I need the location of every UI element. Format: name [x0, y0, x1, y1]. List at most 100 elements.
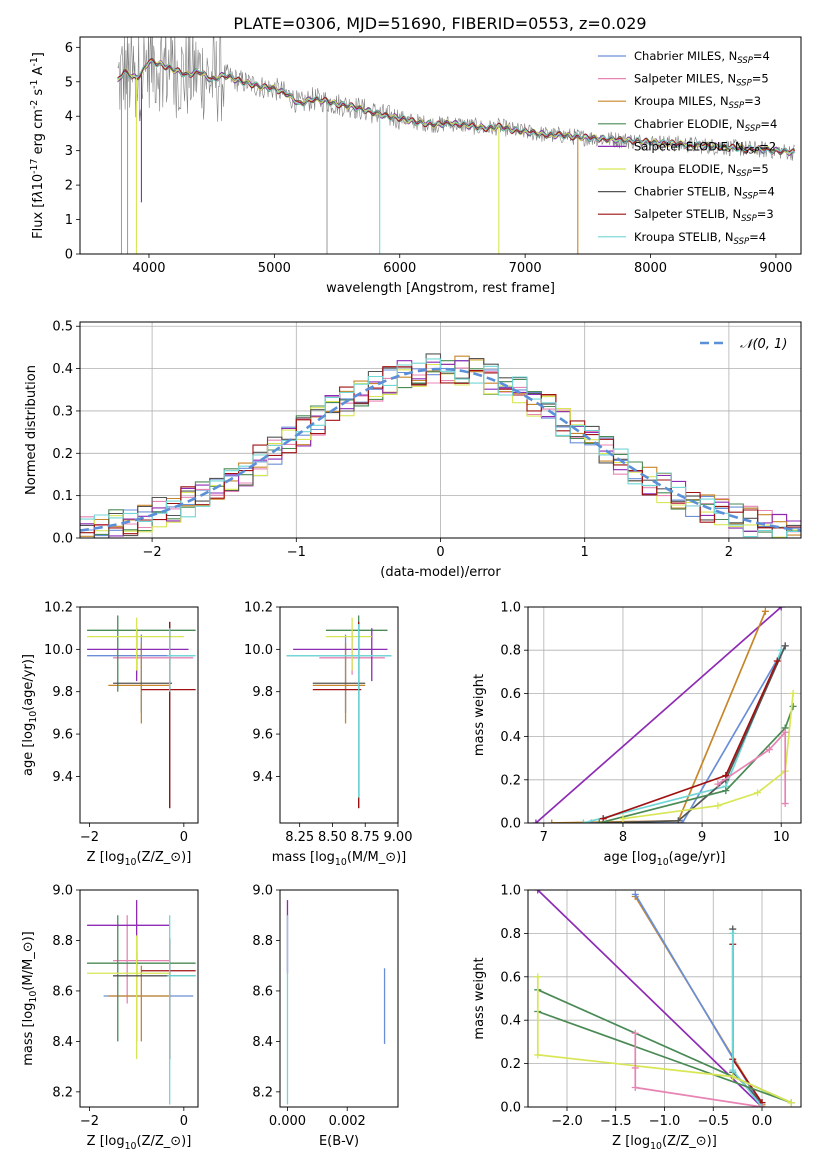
legend-text: =4 [760, 117, 777, 131]
axes-frame [79, 889, 199, 1108]
weight-marker [761, 607, 769, 615]
legend-text: Kroupa MILES, N [634, 94, 729, 108]
x-axis-label: age [log10​(age/yr)] [604, 850, 726, 868]
text-run: _⊙ [378, 850, 396, 865]
y-tick-label: 0.4 [500, 730, 521, 745]
x-tick-label: 7 [540, 830, 548, 845]
plot-area [286, 615, 392, 809]
y-tick-label: 0.3 [52, 404, 73, 419]
legend-text: Chabrier MILES, N [634, 49, 737, 63]
errorbar-point [167, 628, 196, 692]
weight-marker [773, 657, 781, 665]
text-run: Z [log [87, 1134, 125, 1149]
legend-entry: Salpeter ELODIE, NSSP=2 [634, 139, 776, 156]
x-tick-label: −2 [143, 545, 162, 560]
errorbar-point [87, 915, 196, 1042]
weight-marker [781, 800, 789, 808]
panel-mass_weight_vs_age: 7 8 9 10 0.0 0.2 0.4 0.6 0.8 1.0 age [log10​(age/y… [472, 601, 802, 868]
y-tick-label: 1 [65, 213, 73, 228]
model-spectrum [117, 60, 796, 155]
y-tick-label: 8.8 [52, 934, 73, 949]
y-tick-label: 8.6 [252, 984, 273, 999]
y-tick-label: 0.6 [500, 687, 521, 702]
y-tick-label: 0.0 [500, 1101, 521, 1116]
x-tick-label: 5000 [258, 261, 291, 276]
histogram-kroupa-stelib [80, 358, 801, 538]
legend-sub: SSP [734, 237, 750, 247]
text-run: -1 [29, 57, 40, 66]
panel-age_vs_mass: 8.25 8.50 8.75 9.00 9.4 9.6 9.8 10.0 10.2 mass [l… [244, 601, 412, 868]
x-axis-label: E(B-V) [319, 1134, 359, 1149]
y-axis-label: Flux [fλ10-17​ erg cm-2​ s-1​ A-1​] [29, 52, 46, 239]
text-run: s [31, 89, 46, 100]
weight-marker [548, 819, 556, 823]
y-tick-label: 8.6 [52, 984, 73, 999]
x-axis-label: wavelength [Angstrom, rest frame] [326, 281, 555, 296]
legend-entry: Salpeter MILES, NSSP=5 [634, 72, 769, 89]
errorbar-point [113, 915, 170, 1004]
weight-marker [534, 890, 542, 894]
y-tick-label: 8.2 [252, 1085, 273, 1100]
text-run: mass weight [472, 674, 487, 756]
plot-area [117, 37, 796, 254]
weight-marker [534, 1051, 542, 1059]
errorbar-point [113, 628, 194, 675]
legend-text: Salpeter STELIB, N [634, 207, 741, 221]
x-tick-label: 8 [619, 830, 627, 845]
weight-marker [789, 689, 797, 697]
text-run: wavelength [Angstrom, rest frame] [326, 281, 555, 296]
text-run: (Z/Z [137, 1134, 164, 1149]
y-tick-label: 1.0 [500, 601, 521, 616]
weight-marker [631, 1029, 639, 1037]
x-tick-label: 9 [698, 830, 706, 845]
errorbar-point [87, 935, 170, 1060]
y-tick-label: 9.0 [52, 884, 73, 899]
panel-mass_weight_vs_Z: −2.0 −1.5 −1.0 −0.5 0.0 0.0 0.2 0.4 0.6 0.8 1.0 Z [… [472, 884, 802, 1152]
text-run: Flux [f [31, 198, 46, 239]
text-run: age [log [21, 723, 36, 776]
legend-sub: SSP [737, 56, 753, 66]
weight-marker [532, 819, 540, 823]
weight-marker [714, 802, 722, 810]
errorbar-point [87, 615, 196, 692]
x-tick-label: 0.0 [752, 1114, 773, 1129]
x-tick-label: 6000 [383, 261, 416, 276]
errorbar-point [87, 634, 194, 713]
x-tick-label: 9000 [759, 261, 792, 276]
plot-area [286, 900, 386, 1105]
x-tick-label: −1.0 [649, 1114, 681, 1129]
x-tick-label: 8000 [634, 261, 667, 276]
legend-sub: SSP [742, 192, 758, 202]
panel-residuals: −2 −1 0 1 2 0.0 0.1 0.2 0.3 0.4 0.5 (data-model)/er… [24, 320, 802, 580]
weight-line [717, 730, 787, 804]
text-run: mass weight [472, 957, 487, 1039]
panels: 4000 5000 6000 7000 8000 90000123456wavelengt… [21, 36, 802, 1152]
legend-entry: Kroupa MILES, NSSP=3 [634, 94, 761, 111]
legend-text: =3 [744, 94, 761, 108]
y-tick-label: 0 [65, 248, 73, 263]
y-tick-label: 2 [65, 179, 73, 194]
y-tick-label: 9.4 [252, 770, 273, 785]
y-tick-label: 0.2 [500, 1057, 521, 1072]
normal-curve [80, 367, 801, 532]
legend-sub: SSP [729, 101, 745, 111]
text-run: mass [log [21, 1003, 36, 1066]
text-run: _⊙ [163, 1134, 181, 1149]
x-tick-label: −2.0 [551, 1114, 583, 1129]
y-tick-label: 10.2 [244, 601, 273, 616]
legend-text: =5 [752, 162, 769, 176]
x-axis-label: Z [log10​(Z/Z_⊙)] [87, 850, 192, 868]
y-tick-label: 0.8 [500, 644, 521, 659]
text-run: 10 [31, 174, 46, 191]
weight-marker [631, 1083, 639, 1091]
errorbar-point [325, 617, 372, 671]
y-tick-label: 8.4 [252, 1035, 273, 1050]
text-run: (Z/Z [137, 850, 164, 865]
y-tick-label: 9.6 [52, 728, 73, 743]
errorbar-point [167, 915, 196, 1105]
x-tick-label: 0.000 [269, 1114, 306, 1129]
text-run: _⊙ [163, 850, 181, 865]
text-run: -1 [29, 80, 40, 89]
legend-sub: SSP [736, 79, 752, 89]
y-tick-label: 0.5 [52, 320, 73, 335]
